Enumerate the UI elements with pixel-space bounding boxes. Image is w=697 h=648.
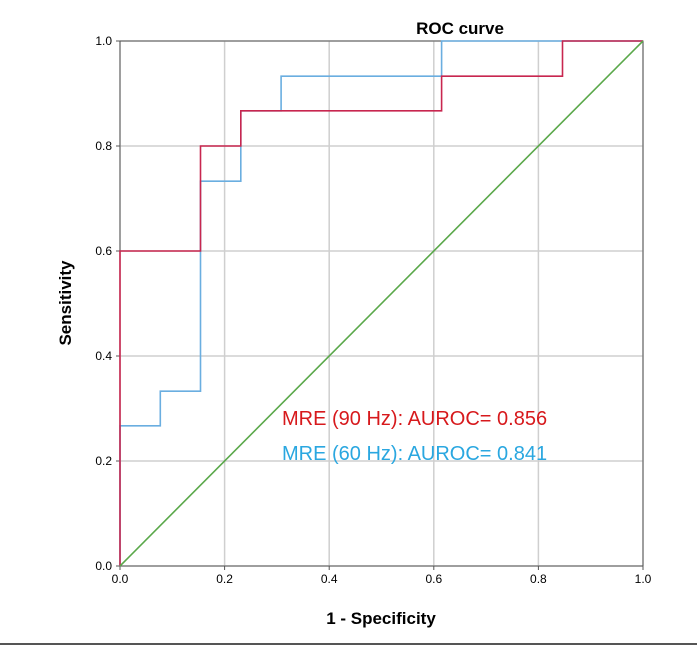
x-tick-label: 0.4	[321, 572, 338, 586]
series-line-mre-90-hz	[119, 40, 643, 566]
x-tick-label: 0.0	[112, 572, 129, 586]
y-tick-label: 0.2	[95, 454, 112, 468]
y-tick-label: 0.4	[95, 349, 112, 363]
chart-title: ROC curve	[416, 19, 504, 38]
bottom-divider	[0, 643, 697, 645]
x-axis-label: 1 - Specificity	[326, 609, 436, 628]
ticks: 0.0 0.2 0.4 0.6 0.8 1.0 0.0 0.2 0.4 0.6 0.8 1.0	[95, 34, 651, 586]
x-tick-label: 0.8	[530, 572, 547, 586]
x-tick-label: 0.2	[216, 572, 233, 586]
series-line-reference-line	[119, 40, 644, 567]
x-tick-label: 0.6	[425, 572, 442, 586]
annotation-auroc-60hz: MRE (60 Hz): AUROC= 0.841	[282, 443, 547, 465]
y-tick-label: 1.0	[95, 34, 112, 48]
series	[119, 40, 644, 567]
y-tick-label: 0.8	[95, 139, 112, 153]
y-tick-label: 0.6	[95, 244, 112, 258]
annotation-auroc-90hz: MRE (90 Hz): AUROC= 0.856	[282, 408, 547, 430]
x-tick-label: 1.0	[635, 572, 652, 586]
y-axis-label: Sensitivity	[56, 260, 75, 346]
y-tick-label: 0.0	[95, 559, 112, 573]
